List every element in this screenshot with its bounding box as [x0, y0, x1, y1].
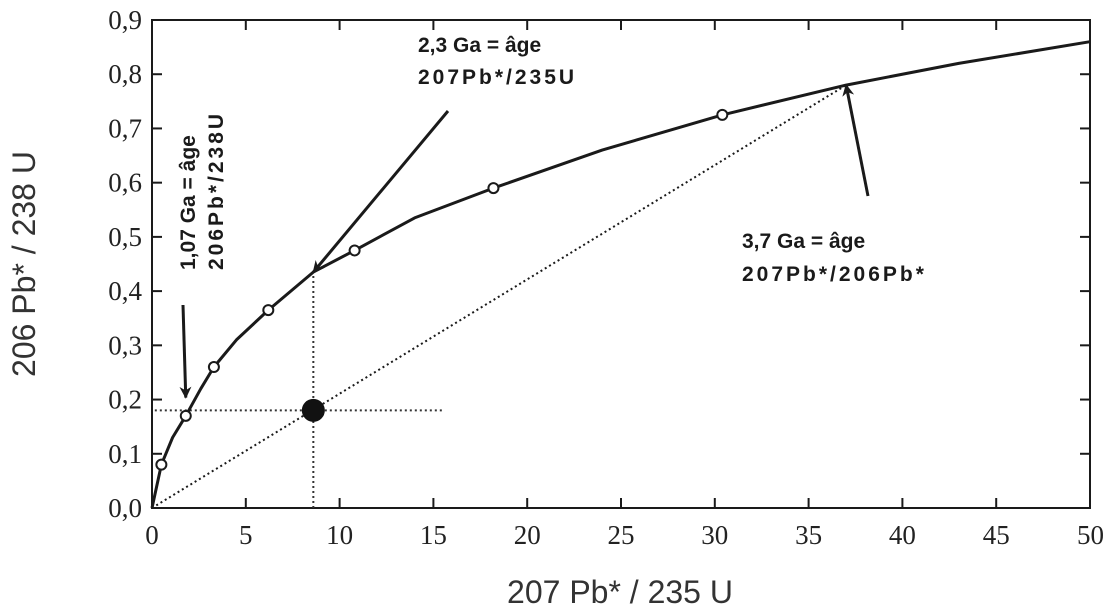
guide-lines [154, 272, 445, 508]
x-tick-label: 5 [239, 520, 253, 550]
x-tick-label: 10 [326, 520, 353, 550]
annotation-arrows [179, 83, 870, 399]
y-axis: 0,0 0,1 0,2 0,3 0,4 0,5 0,6 0,7 0,8 0,9 [108, 5, 1090, 523]
annotation-arrow [842, 83, 870, 197]
concordia-point [262, 304, 275, 317]
y-tick-label: 0,7 [108, 113, 142, 143]
annotation-3-7ga: 3,7 Ga = âge 207Pb*/206Pb* [742, 230, 927, 286]
x-axis: 0 5 10 15 20 25 30 35 40 45 50 [145, 20, 1104, 550]
x-tick-label: 30 [701, 520, 728, 550]
annotation-1-07ga: 1,07 Ga = âge 206Pb*/238U [177, 111, 228, 270]
annotation-1-07ga-line2: 206Pb*/238U [205, 111, 228, 270]
concordia-points [155, 108, 729, 471]
series-lines [150, 40, 1091, 509]
sample-point [301, 398, 325, 422]
y-tick-label: 0,6 [108, 168, 142, 198]
annotation-2-3ga-line2: 207Pb*/235U [418, 66, 577, 89]
concordia-curve [150, 40, 1091, 509]
y-tick-label: 0,0 [108, 493, 142, 523]
x-tick-label: 50 [1077, 520, 1104, 550]
y-tick-label: 0,1 [108, 439, 142, 469]
annotation-2-3ga: 2,3 Ga = âge 207Pb*/235U [418, 34, 577, 89]
y-tick-label: 0,2 [108, 385, 142, 415]
concordia-point [179, 409, 192, 422]
concordia-point [716, 108, 729, 121]
y-tick-label: 0,4 [108, 276, 142, 306]
discordia-line [151, 84, 847, 509]
annotation-arrow [312, 110, 450, 274]
concordia-point [348, 244, 361, 257]
annotation-1-07ga-line1: 1,07 Ga = âge [177, 135, 200, 270]
x-tick-label: 20 [514, 520, 541, 550]
y-tick-label: 0,3 [108, 330, 142, 360]
concordia-point [207, 361, 220, 374]
concordia-point [155, 458, 168, 471]
y-tick-label: 0,9 [108, 5, 142, 35]
x-axis-title: 207 Pb* / 235 U [507, 574, 733, 610]
y-axis-title: 206 Pb* / 238 U [6, 151, 42, 377]
y-tick-label: 0,5 [108, 222, 142, 252]
x-tick-label: 25 [608, 520, 635, 550]
concordia-point [487, 182, 500, 195]
annotation-3-7ga-line1: 3,7 Ga = âge [742, 230, 865, 253]
y-tick-label: 0,8 [108, 59, 142, 89]
annotation-arrow [179, 304, 192, 399]
annotation-3-7ga-line2: 207Pb*/206Pb* [742, 263, 927, 286]
annotation-2-3ga-line1: 2,3 Ga = âge [418, 34, 541, 57]
plot-frame [151, 19, 1091, 509]
x-tick-label: 35 [795, 520, 822, 550]
x-tick-label: 45 [983, 520, 1010, 550]
x-tick-label: 0 [145, 520, 159, 550]
x-tick-label: 40 [889, 520, 916, 550]
x-tick-label: 15 [420, 520, 447, 550]
